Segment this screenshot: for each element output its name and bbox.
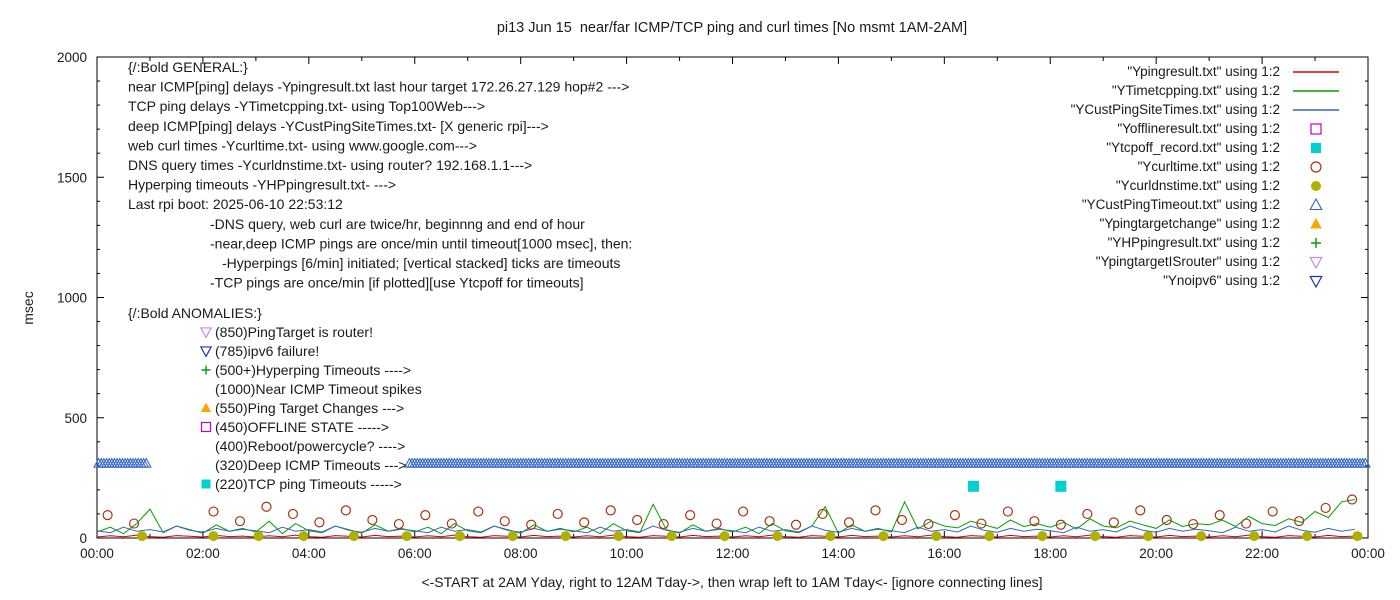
legend: "Ypingresult.txt" using 1:2 "YTimetcpping… (1071, 64, 1339, 289)
legend-label: "Ycurldnstime.txt" using 1:2 (1116, 178, 1280, 193)
x-tick-label: 20:00 (1139, 546, 1173, 561)
legend-label: "YHPpingresult.txt" using 1:2 (1108, 235, 1280, 250)
series-YCustPingSiteTimes.txt (96, 525, 1355, 534)
legend-label: "YCustPingSiteTimes.txt" using 1:2 (1071, 102, 1280, 117)
general-line: -DNS query, web curl are twice/hr, begin… (210, 216, 585, 232)
series-Ycurltime.txt (102, 494, 1358, 530)
legend-label: "YpingtargetISrouter" using 1:2 (1096, 254, 1280, 269)
general-line: DNS query times -Ycurldnstime.txt- using… (128, 157, 532, 173)
general-line: Last rpi boot: 2025-06-10 22:53:12 (128, 196, 343, 212)
legend-label: "YTimetcpping.txt" using 1:2 (1112, 83, 1280, 98)
general-line: web curl times -Ycurltime.txt- using www… (127, 137, 477, 153)
x-tick-label: 08:00 (504, 546, 538, 561)
general-line: -TCP pings are once/min [if plotted][use… (210, 275, 584, 291)
x-tick-label: 22:00 (1245, 546, 1279, 561)
anomalies-annotations: {/:Bold ANOMALIES:} (850)PingTarget is ro… (128, 305, 422, 492)
y-tick-label: 2000 (57, 50, 87, 65)
x-tick-label: 12:00 (716, 546, 750, 561)
x-tick-label: 00:00 (80, 546, 114, 561)
chart-title: pi13 Jun 15 near/far ICMP/TCP ping and c… (496, 20, 968, 36)
general-line: Hyperping timeouts -YHPpingresult.txt- -… (128, 177, 396, 193)
series-YCustPingTimeout.txt (93, 457, 1371, 468)
anomaly-line: (500+)Hyperping Timeouts ----> (215, 362, 411, 378)
x-tick-label: 10:00 (610, 546, 644, 561)
axes (96, 56, 1369, 539)
anomaly-line: (850)PingTarget is router! (215, 324, 373, 340)
legend-label: "YCustPingTimeout.txt" using 1:2 (1082, 197, 1280, 212)
general-line: -Hyperpings [6/min] initiated; [vertical… (222, 255, 620, 271)
x-tick-label: 06:00 (398, 546, 432, 561)
anomaly-line: (550)Ping Target Changes ---> (215, 400, 404, 416)
legend-label: "Ycurltime.txt" using 1:2 (1138, 159, 1280, 174)
x-tick-label: 14:00 (822, 546, 856, 561)
general-annotations: {/:Bold GENERAL:} near ICMP[ping] delays … (127, 59, 632, 291)
general-line: -near,deep ICMP pings are once/min until… (210, 235, 632, 251)
anomaly-line: (220)TCP ping Timeouts -----> (215, 476, 402, 492)
anomalies-header: {/:Bold ANOMALIES:} (128, 305, 262, 321)
y-tick-label: 0 (79, 531, 87, 546)
series-timeout-band (93, 457, 1371, 468)
y-tick-label: 1000 (57, 291, 87, 306)
legend-label: "Yofflineresult.txt" using 1:2 (1117, 121, 1280, 136)
anomaly-line: (320)Deep ICMP Timeouts ---> (215, 457, 407, 473)
x-tick-label: 00:00 (1351, 546, 1385, 561)
anomaly-line: (1000)Near ICMP Timeout spikes (215, 381, 422, 397)
x-axis-caption: <-START at 2AM Yday, right to 12AM Tday-… (421, 574, 1043, 590)
general-line: near ICMP[ping] delays -Ypingresult.txt … (128, 79, 629, 95)
series-Ytcpoff_record.txt (967, 480, 1067, 492)
anomaly-line: (450)OFFLINE STATE -----> (215, 419, 389, 435)
series-Ycurldnstime.txt (137, 531, 1363, 542)
x-tick-label: 16:00 (927, 546, 961, 561)
x-tick-label: 18:00 (1033, 546, 1067, 561)
y-axis-label: msec (20, 291, 36, 325)
series-points (102, 480, 1363, 542)
general-line: deep ICMP[ping] delays -YCustPingSiteTim… (128, 118, 549, 134)
legend-label: "Ypingresult.txt" using 1:2 (1127, 64, 1280, 79)
x-tick-label: 02:00 (186, 546, 220, 561)
general-header: {/:Bold GENERAL:} (128, 59, 248, 75)
y-tick-label: 500 (64, 411, 87, 426)
x-tick-label: 04:00 (292, 546, 326, 561)
tick-labels: 00:00 02:00 04:00 06:00 08:00 10:00 12:00 14:00… (57, 50, 1385, 561)
anomaly-line: (400)Reboot/powercycle? ----> (215, 438, 405, 454)
general-line: TCP ping delays -YTimetcpping.txt- using… (128, 98, 485, 114)
legend-label: "Ypingtargetchange" using 1:2 (1100, 216, 1280, 231)
y-tick-label: 1500 (57, 170, 87, 185)
legend-label: "Ynoipv6" using 1:2 (1163, 273, 1280, 288)
legend-label: "Ytcpoff_record.txt" using 1:2 (1106, 140, 1280, 155)
anomaly-line: (785)ipv6 failure! (215, 343, 319, 359)
